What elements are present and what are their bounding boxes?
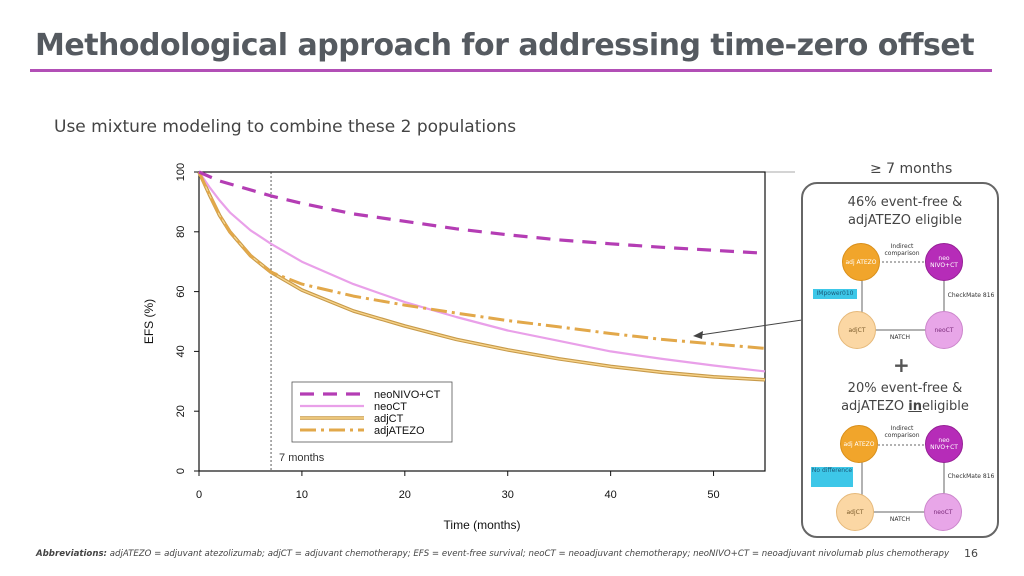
lower-panel-line1: 20% event-free & bbox=[847, 381, 963, 396]
legend-label-neoct: neoCT bbox=[374, 401, 407, 413]
series-line-neoct bbox=[198, 171, 766, 373]
lower-edge-indirect: Indirect comparison bbox=[884, 425, 920, 439]
legend-box bbox=[291, 381, 453, 443]
y-tick-label: 80 bbox=[175, 226, 187, 238]
upper-edge-indirect: Indirect comparison bbox=[884, 243, 920, 257]
legend-label-neonivo-ct: neoNIVO+CT bbox=[374, 389, 441, 401]
lower-node-neoct: neoCT bbox=[924, 493, 962, 531]
abbreviations-footer: Abbreviations: adjATEZO = adjuvant atezo… bbox=[36, 549, 950, 559]
series-line-adjatezo bbox=[197, 171, 766, 350]
y-tick-label: 100 bbox=[175, 163, 187, 181]
series-line-neonivo-ct bbox=[198, 170, 766, 255]
upper-node-adjct: adjCT bbox=[838, 311, 876, 349]
plot-frame bbox=[198, 171, 766, 472]
lower-edge-checkmate: CheckMate 816 bbox=[947, 473, 995, 480]
lower-panel-line2: adjATEZO ineligible bbox=[841, 399, 969, 414]
page-number: 16 bbox=[964, 547, 978, 560]
upper-node-adjatezo: adj ATEZO bbox=[842, 243, 880, 281]
legend-label-adjct: adjCT bbox=[374, 413, 404, 425]
y-tick-label: 60 bbox=[175, 285, 187, 297]
lower-node-adjct: adjCT bbox=[836, 493, 874, 531]
upper-node-neonivo: neo NIVO+CT bbox=[925, 243, 963, 281]
x-tick-label: 40 bbox=[605, 489, 617, 501]
upper-tag-impower010: IMpower010 bbox=[813, 289, 857, 299]
legend-label-adjatezo: adjATEZO bbox=[374, 425, 425, 437]
upper-edge-natch: NATCH bbox=[889, 334, 911, 341]
x-axis-label: Time (months) bbox=[444, 518, 521, 532]
lower-node-neonivo: neo NIVO+CT bbox=[925, 425, 963, 463]
upper-edge-checkmate: CheckMate 816 bbox=[947, 292, 995, 299]
vline-label: 7 months bbox=[279, 452, 325, 464]
x-tick-label: 50 bbox=[707, 489, 719, 501]
y-tick-label: 40 bbox=[175, 345, 187, 357]
lower-tag-no-difference: No difference bbox=[811, 467, 853, 487]
upper-panel-line2: adjATEZO eligible bbox=[847, 213, 963, 228]
panel-arrow-head bbox=[693, 331, 703, 339]
y-tick-label: 0 bbox=[175, 468, 187, 474]
title-underline bbox=[30, 69, 992, 72]
y-axis-label: EFS (%) bbox=[142, 299, 156, 344]
x-tick-label: 0 bbox=[196, 489, 202, 501]
lower-node-adjatezo: adj ATEZO bbox=[840, 425, 878, 463]
right-panel-box bbox=[801, 182, 999, 538]
x-tick-label: 10 bbox=[296, 489, 308, 501]
slide-title: Methodological approach for addressing t… bbox=[35, 28, 975, 63]
lower-edge-natch: NATCH bbox=[889, 516, 911, 523]
upper-panel-line1: 46% event-free & bbox=[847, 195, 963, 210]
slide-subtitle: Use mixture modeling to combine these 2 … bbox=[54, 117, 517, 137]
series-line-adjct bbox=[198, 171, 766, 381]
panel-arrow-line bbox=[699, 319, 803, 336]
y-tick-label: 20 bbox=[175, 405, 187, 417]
x-tick-label: 20 bbox=[399, 489, 411, 501]
plus-sign: + bbox=[893, 353, 910, 377]
upper-node-neoct: neoCT bbox=[925, 311, 963, 349]
x-tick-label: 30 bbox=[502, 489, 514, 501]
right-panel-header: ≥ 7 months bbox=[870, 161, 953, 177]
